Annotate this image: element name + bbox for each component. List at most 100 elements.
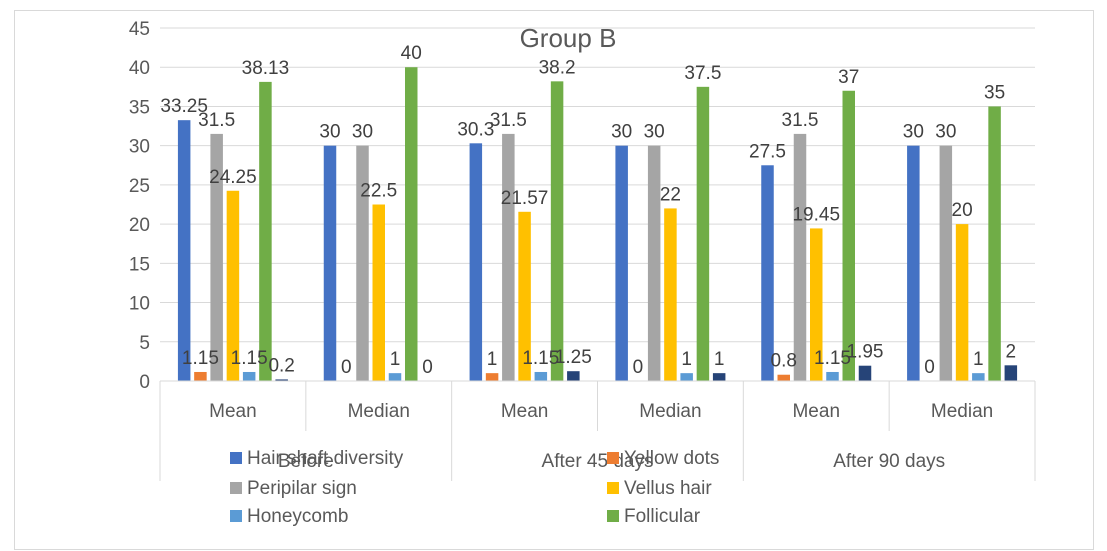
legend-label: Follicular	[624, 506, 701, 527]
bar	[177, 120, 191, 381]
bar	[259, 81, 272, 382]
data-label: 20	[952, 200, 973, 221]
bar	[226, 190, 240, 381]
data-label: 30	[935, 122, 956, 143]
bar	[356, 145, 369, 381]
data-label: 24.25	[209, 167, 257, 188]
data-label: 1.25	[555, 347, 592, 368]
x-category-label: Median	[931, 401, 993, 422]
legend-label: Peripilar sign	[247, 478, 357, 499]
y-tick-label: 15	[129, 254, 150, 275]
bar	[518, 211, 531, 381]
chart-frame: 33.25 30 30.3 30 27.5 30 1.15 0 1 0 0.8 0 31.5 30 31.5…	[14, 10, 1094, 550]
x-category-label: Mean	[501, 401, 549, 422]
gridlines	[160, 27, 1035, 382]
legend-swatch	[230, 452, 242, 464]
data-label: 37.5	[684, 63, 721, 84]
data-label: 0.8	[771, 351, 797, 372]
bar	[469, 143, 483, 381]
data-label: 1	[390, 349, 401, 370]
data-label: 22	[660, 184, 681, 205]
legend-label: Yellow dots	[624, 448, 719, 469]
data-label: 31.5	[782, 110, 819, 131]
bar	[712, 373, 726, 381]
y-tick-label: 25	[129, 176, 150, 197]
data-label: 31.5	[490, 110, 527, 131]
bar	[405, 67, 418, 381]
legend-item: Hair shaft diversity	[230, 448, 404, 469]
y-tick-label: 40	[129, 58, 150, 79]
bar	[323, 145, 337, 381]
x-category-label: Median	[639, 401, 701, 422]
data-label: 38.2	[539, 57, 576, 78]
legend-swatch	[230, 510, 242, 522]
data-label: 33.25	[160, 96, 208, 117]
y-tick-label: 10	[129, 294, 150, 315]
bar	[647, 145, 661, 381]
bar	[761, 165, 774, 381]
chart-title: Group B	[520, 23, 617, 53]
data-label: 38.13	[242, 58, 290, 79]
bar	[955, 224, 969, 381]
data-label: 1	[487, 349, 498, 370]
bar	[550, 81, 564, 381]
data-label: 22.5	[360, 181, 397, 202]
y-tick-label: 0	[139, 372, 150, 393]
bar	[388, 373, 402, 381]
data-label: 30.3	[457, 119, 494, 140]
legend-label: Honeycomb	[247, 506, 348, 527]
legend-swatch	[607, 510, 619, 522]
data-label: 30	[352, 122, 373, 143]
y-tick-label: 35	[129, 97, 150, 118]
bar	[210, 133, 223, 381]
x-category-label: Mean	[209, 401, 257, 422]
bars	[177, 67, 1018, 382]
data-label: 0.2	[268, 355, 294, 376]
data-label: 0	[633, 357, 644, 378]
legend-item: Yellow dots	[607, 448, 719, 469]
y-tick-label: 45	[129, 19, 150, 40]
data-label: 30	[611, 122, 632, 143]
data-label: 0	[422, 357, 433, 378]
data-label: 30	[644, 122, 665, 143]
data-label: 27.5	[749, 141, 786, 162]
x-group-label: After 90 days	[833, 451, 945, 472]
bar	[810, 228, 823, 381]
legend-item: Honeycomb	[230, 506, 348, 527]
y-tick-label: 30	[129, 137, 150, 158]
y-tick-label: 5	[139, 333, 150, 354]
x-category-label: Median	[348, 401, 410, 422]
data-label: 21.57	[501, 188, 549, 209]
legend-item: Vellus hair	[607, 478, 712, 499]
bar	[680, 373, 693, 381]
data-label: 1.15	[231, 348, 268, 369]
data-label: 19.45	[792, 204, 840, 225]
bar	[615, 145, 628, 381]
bar	[988, 106, 1001, 381]
legend: Hair shaft diversity Yellow dots Peripilar…	[230, 448, 719, 527]
legend-item: Peripilar sign	[230, 478, 357, 499]
bar	[1004, 365, 1018, 381]
data-label: 1.15	[182, 348, 219, 369]
data-label: 35	[984, 82, 1005, 103]
data-label: 1.15	[814, 348, 851, 369]
legend-label: Vellus hair	[624, 478, 712, 499]
data-label: 30	[903, 122, 924, 143]
bar	[534, 371, 548, 381]
bar	[502, 133, 515, 381]
legend-swatch	[230, 482, 242, 494]
x-group-label: Before	[278, 451, 334, 472]
data-label: 2	[1006, 341, 1017, 362]
x-group-label: After 45 days	[542, 451, 654, 472]
bar	[907, 145, 920, 381]
bar	[972, 373, 985, 381]
y-axis: 0 5 10 15 20 25 30 35 40 45	[129, 19, 150, 393]
data-label: 40	[401, 43, 422, 64]
data-label: 1	[973, 349, 984, 370]
data-label: 1	[714, 349, 725, 370]
data-label: 0	[341, 357, 352, 378]
bar	[664, 208, 677, 381]
data-label: 37	[838, 67, 859, 88]
